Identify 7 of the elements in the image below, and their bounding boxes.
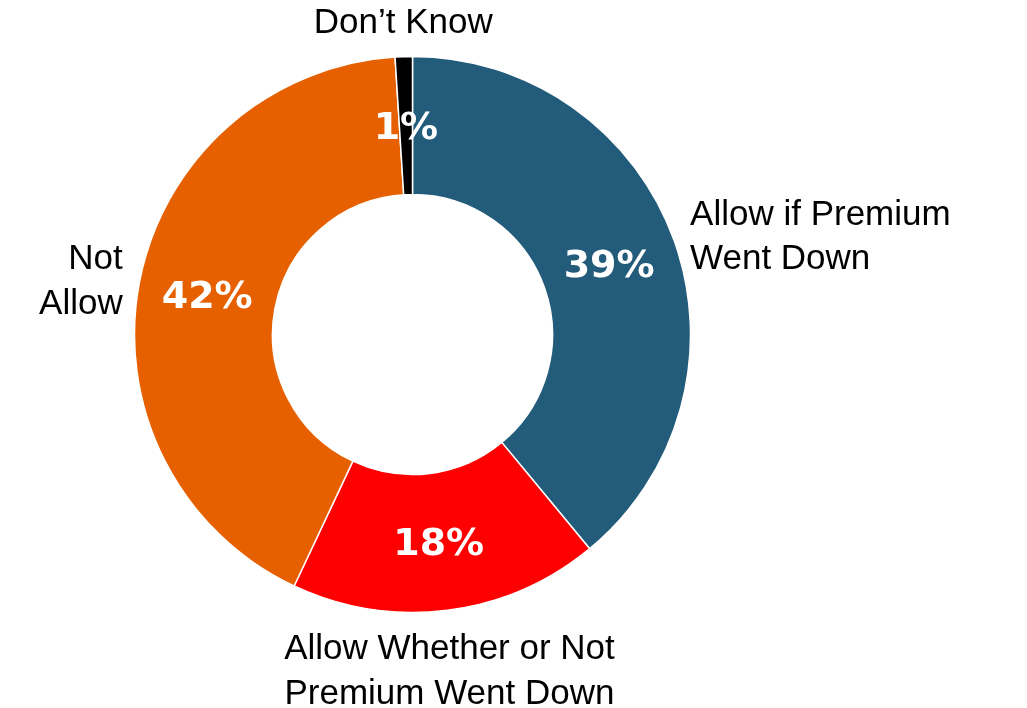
data-label: 39% [563, 241, 655, 286]
data-label: 18% [393, 519, 485, 564]
slice-label: Don’t Know [313, 0, 494, 40]
data-label: 42% [161, 273, 253, 318]
slice-label: Not Allow [39, 237, 124, 322]
slice-label: Allow if Premium Went Down [690, 192, 951, 277]
slice-label: Allow Whether or Not Premium Went Down [284, 627, 616, 708]
